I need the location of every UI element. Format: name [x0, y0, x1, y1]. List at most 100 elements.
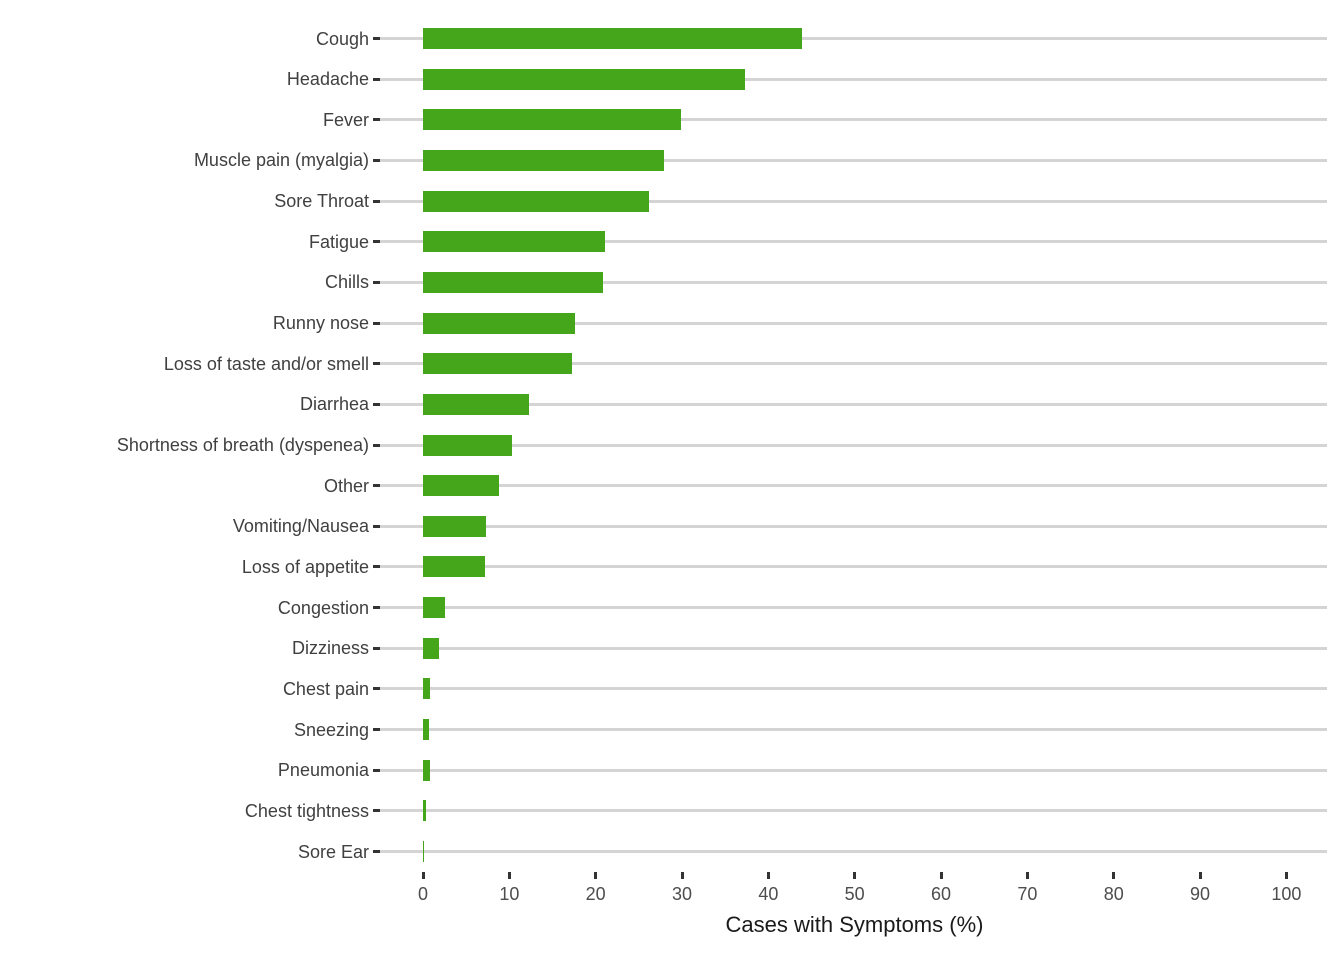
x-tick-label-40: 40 — [758, 884, 779, 904]
bar-runny-nose — [423, 312, 575, 334]
x-tick-60 — [939, 872, 943, 879]
x-tick-20 — [594, 872, 598, 879]
gridline-congestion — [380, 606, 1327, 610]
bar-cough — [423, 28, 803, 49]
category-label-sore-throat: Sore Throat — [274, 191, 369, 212]
bar-sneezing — [423, 719, 430, 741]
bar-dizziness — [423, 637, 440, 659]
category-label-cough: Cough — [315, 28, 369, 49]
x-tick-label-90: 90 — [1190, 884, 1211, 904]
category-label-diarrhea: Diarrhea — [299, 394, 369, 415]
gridline-fever — [380, 118, 1327, 122]
category-label-fatigue: Fatigue — [308, 231, 369, 252]
bar-diarrhea — [423, 393, 530, 415]
category-label-congestion: Congestion — [277, 597, 369, 618]
y-tick-pneumonia — [373, 768, 380, 772]
y-tick-chills — [373, 280, 380, 284]
x-tick-50 — [853, 872, 857, 879]
gridline-vomiting-nausea — [380, 524, 1327, 528]
gridline-loss-of-appetite — [380, 565, 1327, 569]
y-tick-chest-pain — [373, 687, 380, 691]
gridline-other — [380, 484, 1327, 488]
y-tick-fatigue — [373, 240, 380, 244]
bar-sore-ear — [423, 841, 425, 862]
bar-chest-pain — [423, 678, 430, 700]
category-label-muscle-pain-myalgia: Muscle pain (myalgia) — [193, 150, 369, 171]
category-label-chest-tightness: Chest tightness — [244, 800, 369, 821]
bar-chills — [423, 271, 603, 293]
y-tick-other — [373, 484, 380, 488]
x-tick-90 — [1198, 872, 1202, 879]
y-tick-sore-throat — [373, 199, 380, 203]
x-tick-label-100: 100 — [1271, 884, 1302, 904]
category-label-other: Other — [323, 475, 369, 496]
x-tick-10 — [507, 872, 511, 879]
bar-headache — [423, 68, 746, 90]
gridline-headache — [380, 77, 1327, 81]
category-label-loss-of-taste-and-or-smell: Loss of taste and/or smell — [163, 353, 369, 374]
y-tick-congestion — [373, 606, 380, 610]
category-label-chills: Chills — [324, 272, 369, 293]
y-tick-vomiting-nausea — [373, 524, 380, 528]
y-tick-sneezing — [373, 728, 380, 732]
x-axis-title: Cases with Symptoms (%) — [725, 912, 984, 937]
x-tick-label-0: 0 — [417, 884, 428, 904]
x-tick-label-20: 20 — [585, 884, 606, 904]
gridline-dizziness — [380, 646, 1327, 650]
gridline-chest-pain — [380, 687, 1327, 691]
bar-fever — [423, 109, 682, 131]
y-tick-loss-of-taste-and-or-smell — [373, 362, 380, 366]
y-tick-cough — [373, 37, 380, 40]
gridline-fatigue — [380, 240, 1327, 244]
x-tick-70 — [1025, 872, 1029, 879]
category-label-chest-pain: Chest pain — [282, 678, 369, 699]
category-label-vomiting-nausea: Vomiting/Nausea — [232, 516, 369, 537]
gridline-shortness-of-breath-dyspenea — [380, 443, 1327, 447]
category-label-headache: Headache — [286, 69, 369, 90]
y-tick-diarrhea — [373, 402, 380, 406]
x-tick-40 — [766, 872, 770, 879]
y-tick-sore-ear — [373, 850, 380, 853]
gridline-diarrhea — [380, 402, 1327, 406]
x-tick-label-70: 70 — [1017, 884, 1038, 904]
y-tick-chest-tightness — [373, 809, 380, 813]
x-tick-30 — [680, 872, 684, 879]
category-label-loss-of-appetite: Loss of appetite — [241, 556, 369, 577]
gridline-chills — [380, 280, 1327, 284]
gridline-sore-ear — [380, 850, 1327, 853]
y-tick-muscle-pain-myalgia — [373, 158, 380, 162]
x-tick-label-80: 80 — [1103, 884, 1124, 904]
y-tick-headache — [373, 77, 380, 81]
x-tick-label-50: 50 — [844, 884, 865, 904]
category-label-shortness-of-breath-dyspenea: Shortness of breath (dyspenea) — [116, 435, 369, 455]
category-label-sneezing: Sneezing — [293, 719, 369, 740]
y-tick-dizziness — [373, 646, 380, 650]
bar-pneumonia — [423, 759, 430, 781]
x-tick-label-10: 10 — [499, 884, 520, 904]
gridline-chest-tightness — [380, 809, 1327, 813]
category-label-fever: Fever — [322, 109, 369, 130]
bar-shortness-of-breath-dyspenea — [423, 434, 512, 456]
gridline-sore-throat — [380, 199, 1327, 203]
gridline-sneezing — [380, 728, 1327, 732]
x-tick-0 — [421, 872, 425, 879]
y-tick-shortness-of-breath-dyspenea — [373, 443, 380, 447]
y-tick-fever — [373, 118, 380, 122]
gridline-muscle-pain-myalgia — [380, 158, 1327, 162]
category-label-dizziness: Dizziness — [291, 638, 369, 659]
bar-congestion — [423, 597, 445, 619]
bar-loss-of-appetite — [423, 556, 486, 578]
bar-muscle-pain-myalgia — [423, 149, 664, 171]
gridline-cough — [380, 37, 1327, 40]
category-label-sore-ear: Sore Ear — [297, 841, 369, 862]
bar-vomiting-nausea — [423, 515, 487, 537]
category-label-pneumonia: Pneumonia — [277, 760, 369, 781]
category-label-runny-nose: Runny nose — [272, 313, 369, 334]
gridline-runny-nose — [380, 321, 1327, 325]
x-tick-100 — [1284, 872, 1288, 879]
bar-chest-tightness — [423, 800, 427, 822]
x-tick-label-60: 60 — [931, 884, 952, 904]
gridline-pneumonia — [380, 768, 1327, 772]
bar-sore-throat — [423, 190, 650, 212]
